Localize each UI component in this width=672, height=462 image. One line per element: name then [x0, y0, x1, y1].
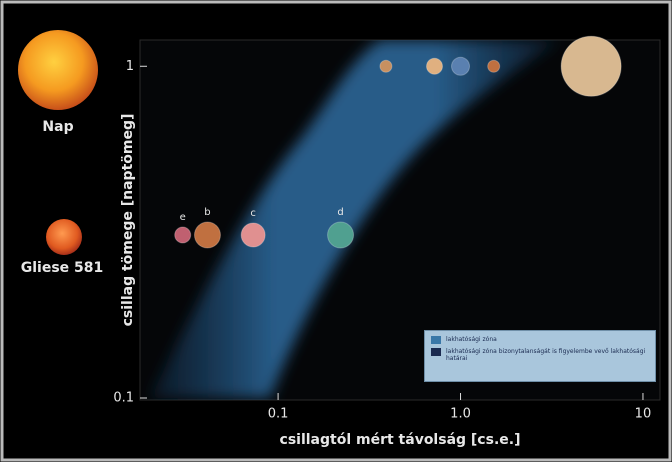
legend-swatch	[431, 336, 441, 344]
habitable-zone	[150, 40, 560, 398]
x-tick-label: 1.0	[450, 407, 471, 422]
planet	[240, 222, 266, 248]
planet	[379, 59, 393, 73]
planet-label: e	[180, 212, 186, 223]
planet-label: c	[250, 208, 256, 219]
legend: lakhatósági zóna lakhatósági zóna bizonyt…	[424, 330, 656, 382]
y-tick-label: 0.1	[113, 391, 134, 406]
planet	[451, 56, 471, 76]
planet	[560, 35, 622, 97]
planet	[174, 226, 192, 244]
y-axis-title: csillag tömege [naptömeg]	[120, 114, 136, 327]
legend-item: lakhatósági zóna	[431, 336, 649, 344]
planet-label: d	[337, 207, 343, 218]
x-tick-label: 10	[635, 407, 652, 422]
star-label: Nap	[42, 119, 73, 135]
planet	[425, 57, 443, 75]
y-tick-label: 1	[126, 59, 134, 74]
legend-item: lakhatósági zóna bizonytalanságát is fig…	[431, 348, 649, 362]
legend-label: lakhatósági zóna	[446, 336, 497, 343]
star-label: Gliese 581	[21, 260, 104, 276]
planet	[487, 59, 501, 73]
planet-label: b	[204, 207, 210, 218]
planet	[327, 221, 355, 249]
legend-label: lakhatósági zóna bizonytalanságát is fig…	[446, 348, 646, 362]
legend-swatch	[431, 348, 441, 356]
x-tick-label: 0.1	[268, 407, 289, 422]
sun-image	[18, 30, 98, 110]
planet	[193, 221, 221, 249]
gliese-image	[46, 219, 82, 255]
x-axis-title: csillagtól mért távolság [cs.e.]	[280, 432, 521, 448]
